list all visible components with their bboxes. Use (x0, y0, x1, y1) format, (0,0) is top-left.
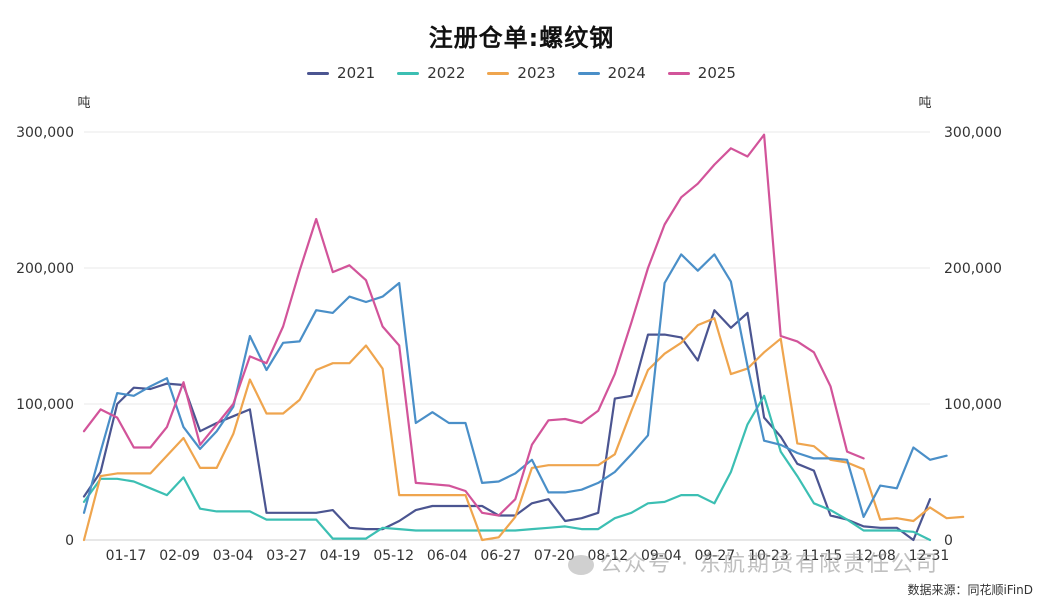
legend-swatch (397, 71, 420, 75)
x-tick-label: 03-04 (213, 548, 254, 564)
legend-label: 2024 (607, 64, 646, 82)
y-tick-label-right: 100,000 (944, 397, 1002, 413)
legend-label: 2025 (697, 64, 736, 82)
legend-label: 2023 (517, 64, 556, 82)
legend-label: 2021 (337, 64, 376, 82)
legend-item-2025[interactable]: 2025 (667, 64, 736, 82)
watermark-text: 公众号 · 东航期货有限责任公司 (600, 552, 939, 577)
chart-legend: 2021 2022 2023 2024 2025 (0, 64, 1043, 82)
x-tick-label: 12-31 (909, 548, 950, 564)
legend-item-2024[interactable]: 2024 (577, 64, 646, 82)
y-tick-label-left: 200,000 (16, 261, 74, 277)
legend-item-2021[interactable]: 2021 (307, 64, 375, 82)
x-tick-label: 08-12 (587, 548, 628, 564)
y-tick-label-right: 200,000 (944, 261, 1002, 277)
x-tick-label: 11-15 (802, 548, 843, 564)
x-tick-label: 03-27 (266, 548, 307, 564)
x-tick-label: 06-04 (427, 548, 468, 564)
data-source: 数据来源：同花顺iFinD (907, 583, 1033, 597)
y-unit-right: 吨 (918, 96, 931, 111)
legend-item-2022[interactable]: 2022 (397, 64, 465, 82)
x-tick-label: 02-09 (159, 548, 200, 564)
watermark: 公众号 · 东航期货有限责任公司 (568, 546, 939, 578)
x-tick-label: 01-17 (106, 548, 147, 564)
series-line-2022 (82, 394, 932, 542)
x-tick-label: 10-23 (748, 548, 789, 564)
legend-swatch (577, 71, 600, 75)
y-tick-label-right: 300,000 (944, 125, 1002, 141)
y-unit-left: 吨 (77, 96, 90, 111)
x-tick-label: 07-20 (534, 548, 575, 564)
wechat-icon (568, 555, 594, 575)
legend-swatch (667, 71, 690, 75)
y-tick-label-left: 100,000 (16, 397, 74, 413)
x-tick-label: 09-04 (641, 548, 682, 564)
legend-swatch (307, 71, 330, 75)
x-tick-label: 12-08 (855, 548, 896, 564)
y-tick-label-right: 0 (944, 533, 953, 549)
y-tick-label-left: 0 (65, 533, 74, 549)
series-line-2025 (82, 133, 865, 517)
x-tick-label: 09-27 (695, 548, 736, 564)
x-tick-label: 06-27 (480, 548, 521, 564)
series-line-2023 (82, 317, 965, 542)
y-tick-label-left: 300,000 (16, 125, 74, 141)
x-tick-label: 05-12 (373, 548, 414, 564)
x-tick-label: 04-19 (320, 548, 361, 564)
legend-swatch (487, 71, 510, 75)
legend-item-2023[interactable]: 2023 (487, 64, 556, 82)
legend-label: 2022 (427, 64, 466, 82)
series-line-2024 (82, 253, 948, 519)
chart-title: 注册仓单:螺纹钢 (428, 24, 615, 52)
